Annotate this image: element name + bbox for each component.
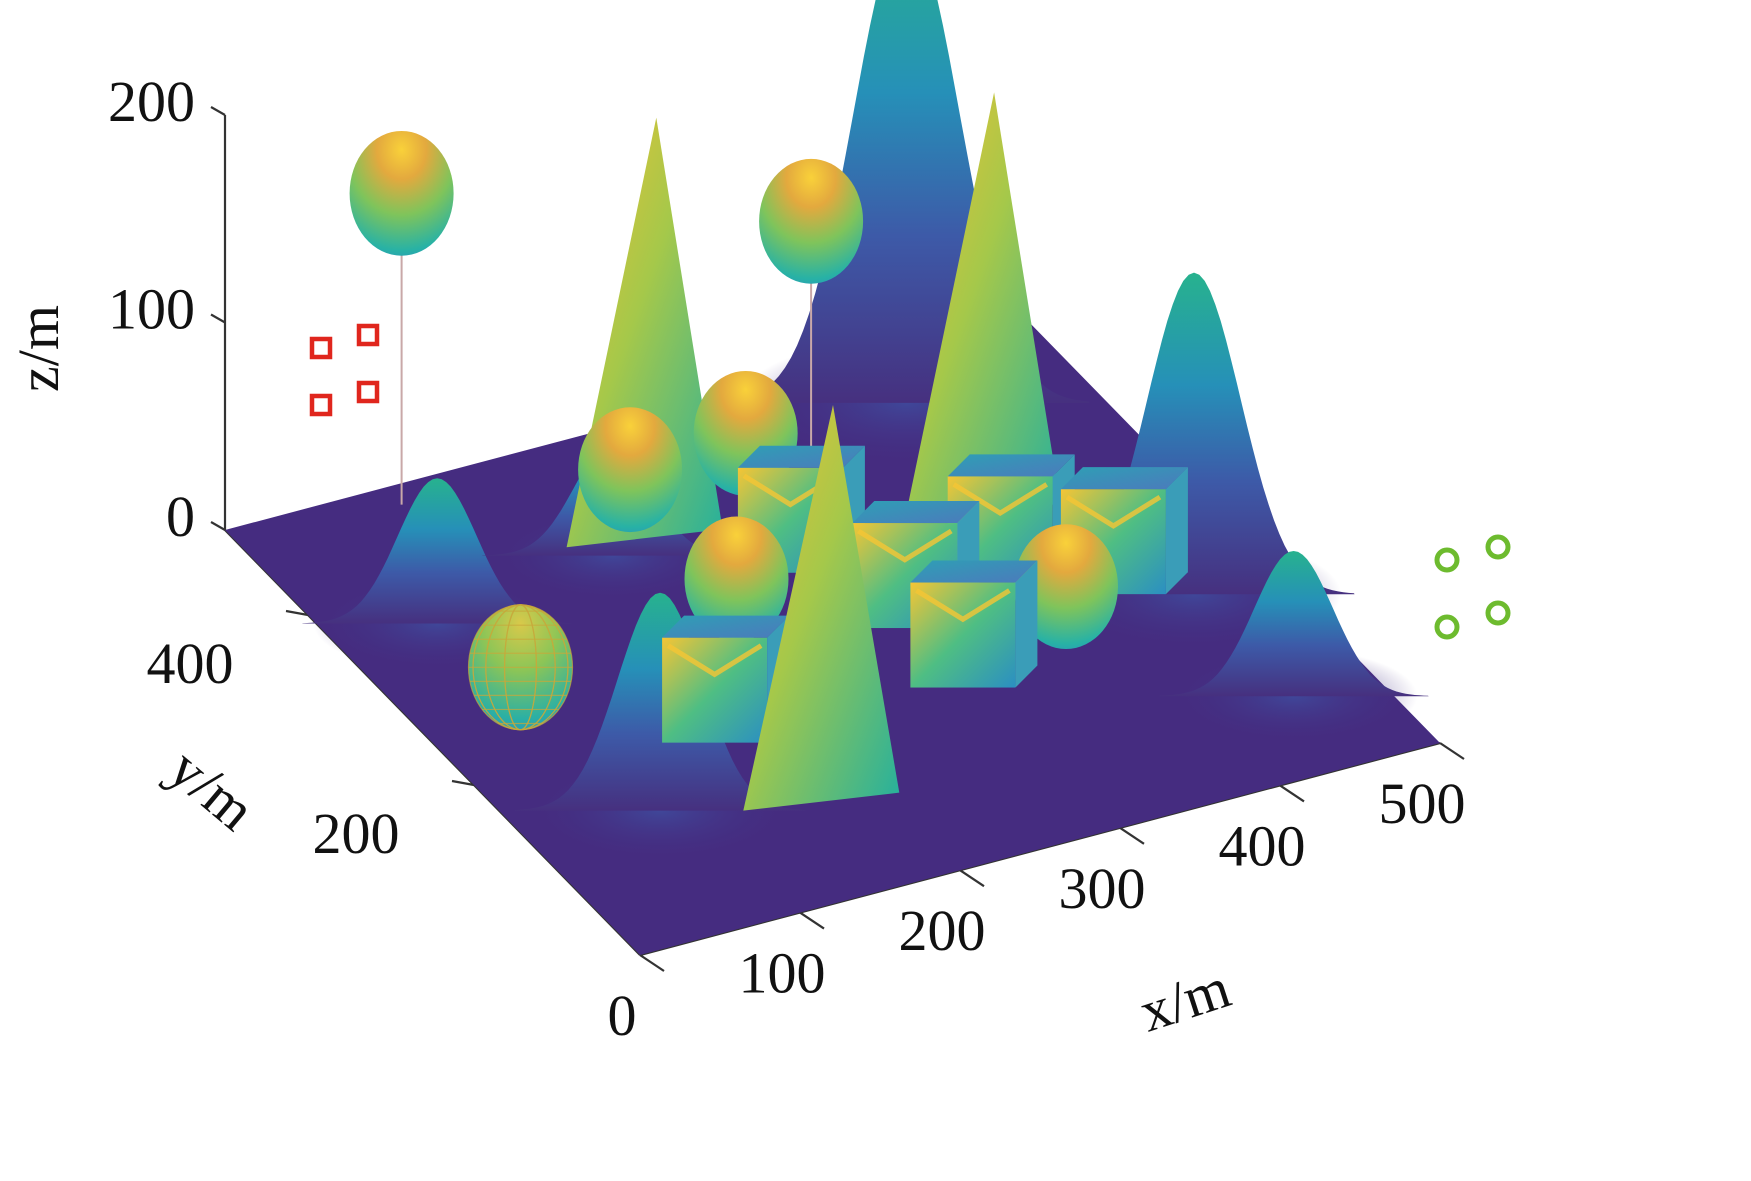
x-tick-mark <box>1279 784 1305 803</box>
cube-edge-highlight <box>1065 495 1162 529</box>
terrain-peak <box>1158 551 1429 697</box>
goal-marker-circle <box>1485 534 1511 560</box>
cube-top-face <box>662 615 790 638</box>
cube-top-face <box>737 445 865 468</box>
cube-top-face <box>947 454 1075 477</box>
x-tick-label: 300 <box>1059 856 1146 921</box>
x-tick-label: 100 <box>739 941 826 1006</box>
cube-side-face <box>1015 560 1038 688</box>
x-tick-mark <box>639 954 665 972</box>
x-tick-mark <box>1439 742 1465 760</box>
z-axis-label: z/m <box>6 305 71 392</box>
x-tick-mark <box>959 869 985 888</box>
tick-labels: 0 100 200 300 400 500 200 400 0 100 200 <box>108 69 1466 1048</box>
goal-marker-circle <box>1434 547 1460 573</box>
z-tick-mark <box>210 521 226 531</box>
cone-obstacle <box>743 404 900 811</box>
terrain-peak <box>302 478 573 624</box>
cube-edge-highlight <box>915 588 1011 623</box>
x-tick-mark <box>799 911 825 930</box>
goal-marker-circle <box>1434 614 1460 640</box>
cube-edge-highlight <box>856 528 953 563</box>
sphere-obstacle <box>349 130 454 256</box>
start-marker-square <box>356 323 380 347</box>
z-tick-label: 100 <box>108 277 195 342</box>
x-tick-label: 400 <box>1219 813 1306 878</box>
z-tick-mark <box>210 106 226 116</box>
y-axis-label: y/m <box>157 735 268 843</box>
y-tick-mark <box>451 779 475 787</box>
z-tick-mark <box>210 313 226 324</box>
z-tick-label: 200 <box>108 69 195 134</box>
cube-side-face <box>1165 467 1188 595</box>
z-tick-label: 0 <box>166 484 195 549</box>
start-marker-square <box>309 393 333 417</box>
start-marker-square <box>309 336 333 360</box>
sphere-obstacle <box>759 158 864 284</box>
terrain-peak <box>1033 272 1355 595</box>
x-tick-mark <box>1119 826 1145 845</box>
sphere-obstacle <box>1014 524 1118 650</box>
y-tick-label: 200 <box>313 801 400 866</box>
x-tick-label: 0 <box>608 983 637 1048</box>
cube-top-face <box>910 560 1038 583</box>
y-tick-mark <box>285 609 309 617</box>
x-tick-label: 200 <box>899 898 986 963</box>
cube-edge-highlight <box>952 482 1049 517</box>
cone-obstacle <box>904 92 1061 522</box>
terrain-peak <box>514 592 806 811</box>
x-axis-label: x/m <box>1132 955 1238 1045</box>
x-tick-label: 500 <box>1379 771 1466 836</box>
endpoint-markers <box>309 323 1511 640</box>
sphere-obstacle <box>684 516 789 642</box>
cube-edge-highlight <box>666 643 763 678</box>
obstacles <box>349 92 1188 811</box>
goal-marker-circle <box>1485 600 1511 626</box>
sphere-obstacle <box>578 407 683 533</box>
cube-top-face <box>1060 467 1188 490</box>
y-tick-label: 400 <box>147 631 234 696</box>
start-marker-square <box>356 380 380 404</box>
cube-top-face <box>852 501 980 524</box>
